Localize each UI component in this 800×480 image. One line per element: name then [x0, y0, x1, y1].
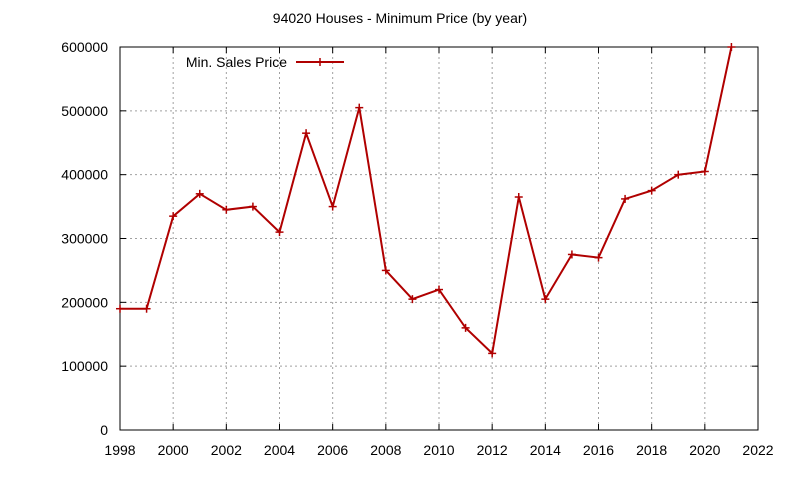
- y-tick-label: 300000: [61, 231, 108, 247]
- data-point: [700, 167, 709, 176]
- data-point: [621, 194, 630, 203]
- legend-label: Min. Sales Price: [186, 54, 287, 70]
- x-tick-label: 2006: [317, 442, 348, 458]
- series-line: [120, 46, 733, 356]
- x-tick-label: 1998: [104, 442, 135, 458]
- y-tick-label: 600000: [61, 39, 108, 55]
- data-point: [381, 266, 390, 275]
- data-point: [567, 250, 576, 259]
- data-point: [302, 129, 311, 138]
- data-point: [488, 349, 497, 358]
- y-tick-label: 400000: [61, 167, 108, 183]
- y-tick-label: 0: [100, 422, 108, 438]
- x-tick-label: 2004: [264, 442, 295, 458]
- x-tick-label: 2022: [742, 442, 773, 458]
- x-tick-label: 2010: [423, 442, 454, 458]
- legend-marker: [316, 58, 324, 66]
- x-tick-label: 2008: [370, 442, 401, 458]
- data-point: [727, 43, 736, 51]
- data-point: [674, 170, 683, 179]
- data-point: [222, 205, 231, 214]
- data-point: [594, 253, 603, 262]
- data-point: [116, 304, 124, 313]
- x-tick-label: 2020: [689, 442, 720, 458]
- data-point: [541, 295, 550, 304]
- y-tick-label: 500000: [61, 103, 108, 119]
- y-axis-tick-labels: 0 100000 200000 300000 400000 500000 600000: [61, 39, 108, 438]
- data-point: [169, 212, 178, 221]
- x-tick-label: 2002: [211, 442, 242, 458]
- x-tick-label: 2018: [636, 442, 667, 458]
- axis-ticks: [119, 46, 759, 431]
- data-point: [142, 304, 151, 313]
- x-tick-label: 2014: [530, 442, 561, 458]
- x-tick-label: 2000: [158, 442, 189, 458]
- legend: Min. Sales Price: [186, 54, 344, 70]
- data-point: [195, 189, 204, 198]
- grid: [120, 47, 758, 430]
- x-tick-label: 2016: [583, 442, 614, 458]
- data-point: [435, 285, 443, 294]
- x-tick-label: 2012: [477, 442, 508, 458]
- data-point: [408, 295, 417, 304]
- data-point: [461, 323, 470, 332]
- x-axis-tick-labels: 1998 2000 2002 2004 2006 2008 2010 2012 2014 2016…: [104, 442, 773, 458]
- data-point: [355, 103, 364, 112]
- y-tick-label: 200000: [61, 294, 108, 310]
- data-point: [248, 202, 257, 211]
- chart-title: 94020 Houses - Minimum Price (by year): [273, 10, 527, 26]
- data-point: [647, 186, 656, 195]
- data-point: [275, 228, 284, 237]
- data-point: [328, 202, 337, 211]
- data-point: [514, 193, 523, 202]
- y-tick-label: 100000: [61, 358, 108, 374]
- series: [116, 43, 736, 358]
